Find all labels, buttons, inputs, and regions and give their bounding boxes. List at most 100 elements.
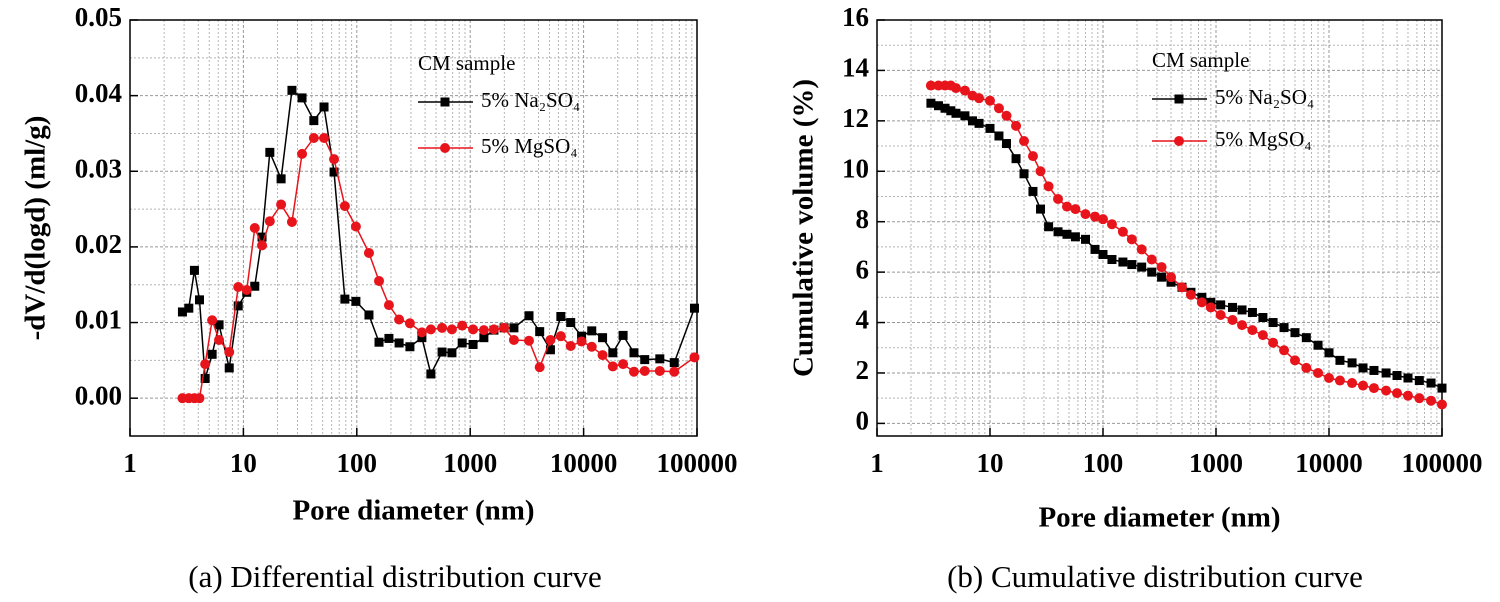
marker (994, 131, 1004, 141)
legend-label: 5% Na₂SO₄ (481, 88, 580, 112)
marker (319, 102, 329, 112)
marker (1257, 330, 1268, 341)
legend-marker (440, 143, 450, 153)
x-tick-label: 10000 (550, 448, 618, 478)
x-tick-label: 1 (870, 448, 884, 478)
marker (1247, 307, 1257, 317)
legend-label: 5% MgSO₄ (1215, 127, 1312, 151)
marker (1268, 337, 1279, 348)
y-tick-label: 0.00 (75, 380, 122, 410)
y-tick-label: 6 (856, 254, 870, 284)
marker (177, 307, 187, 317)
marker (1157, 272, 1167, 282)
marker (974, 118, 984, 128)
marker (1392, 370, 1402, 380)
y-tick-label: 8 (856, 204, 870, 234)
marker (1002, 139, 1012, 149)
marker (194, 295, 204, 305)
legend-label: 5% MgSO₄ (481, 134, 578, 158)
marker (1205, 302, 1216, 313)
marker (1090, 244, 1100, 254)
marker (297, 148, 308, 159)
marker (534, 362, 545, 373)
marker (488, 324, 499, 335)
marker (457, 338, 467, 348)
marker (1290, 328, 1300, 338)
marker (457, 320, 468, 331)
marker (214, 320, 224, 330)
marker (1146, 254, 1157, 265)
x-tick-label: 100000 (1402, 448, 1483, 478)
marker (508, 334, 519, 345)
marker (576, 336, 587, 347)
marker (1437, 399, 1447, 410)
marker (339, 201, 350, 212)
legend-marker (1174, 94, 1184, 104)
marker (545, 334, 556, 345)
marker (1324, 348, 1334, 358)
marker (1185, 289, 1196, 300)
x-tick-label: 10 (230, 448, 257, 478)
marker (1027, 151, 1038, 162)
y-tick-label: 0 (856, 406, 870, 436)
marker (974, 93, 985, 104)
marker (1368, 383, 1379, 394)
marker (194, 393, 205, 404)
marker (1279, 345, 1290, 356)
marker (545, 345, 555, 355)
marker (265, 147, 275, 157)
marker (640, 355, 650, 365)
marker (184, 303, 194, 313)
marker (1127, 260, 1137, 270)
marker (1044, 222, 1054, 232)
marker (384, 333, 394, 343)
marker (1001, 110, 1012, 121)
marker (597, 350, 608, 361)
marker (1313, 340, 1323, 350)
marker (1011, 154, 1021, 164)
marker (689, 303, 699, 313)
caption: (b) Cumulative distribution curve (947, 559, 1363, 594)
marker (1414, 376, 1424, 386)
marker (1426, 395, 1437, 406)
marker (566, 318, 576, 328)
marker (1381, 368, 1391, 378)
y-tick-label: 0.02 (75, 229, 122, 259)
marker (383, 300, 394, 311)
marker (350, 221, 361, 232)
marker (1080, 234, 1090, 244)
marker (1347, 358, 1357, 368)
marker (985, 123, 995, 133)
marker (993, 103, 1004, 114)
marker (308, 132, 319, 143)
marker (1176, 282, 1187, 293)
marker (425, 324, 436, 335)
marker (1206, 297, 1216, 307)
marker (1414, 393, 1425, 404)
marker (1053, 194, 1064, 205)
marker (468, 324, 479, 335)
marker (479, 333, 489, 343)
marker (1090, 211, 1101, 222)
marker (639, 365, 650, 376)
marker (329, 154, 340, 165)
marker (985, 95, 995, 106)
marker (329, 167, 339, 177)
legend-marker (1174, 136, 1184, 146)
marker (628, 366, 639, 377)
marker (437, 347, 447, 357)
y-tick-label: 16 (842, 2, 869, 32)
marker (394, 338, 404, 348)
marker (959, 85, 970, 96)
marker (960, 111, 970, 121)
marker (1335, 355, 1345, 365)
marker (951, 108, 961, 118)
marker (1347, 378, 1358, 389)
marker (189, 265, 199, 275)
marker (1369, 365, 1379, 375)
marker (499, 322, 510, 333)
marker (297, 93, 307, 103)
marker (509, 323, 519, 333)
